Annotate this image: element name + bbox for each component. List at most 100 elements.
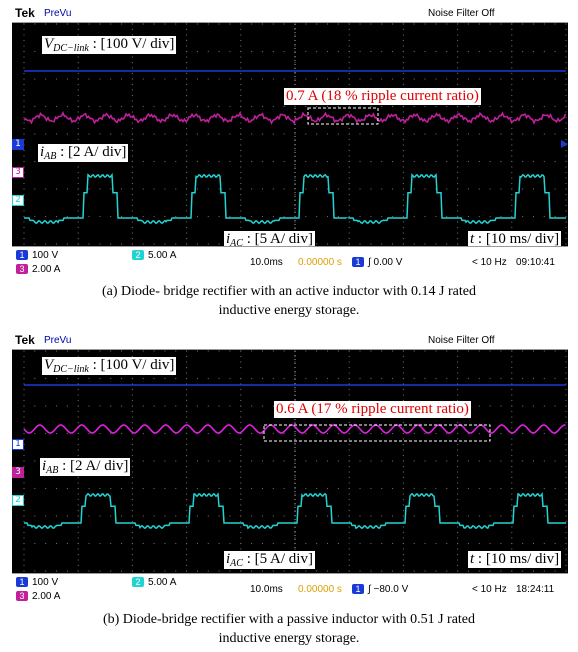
grid-dot [131, 193, 133, 196]
grid-dot [131, 476, 133, 479]
grid-dot [77, 410, 79, 413]
grid-dot [240, 410, 242, 413]
grid-dot [186, 438, 188, 440]
grid-dot [457, 471, 459, 473]
grid-dot [565, 72, 567, 75]
grid-dot [402, 28, 404, 31]
grid-dot [359, 188, 361, 190]
grid-dot [196, 570, 199, 572]
grid-dot [229, 50, 231, 53]
grid-dot [207, 432, 209, 435]
grid-dot [435, 50, 437, 53]
grid-dot [218, 542, 220, 545]
grid-dot [251, 133, 253, 135]
grid-dot [446, 377, 448, 380]
grid-dot [511, 416, 513, 418]
grid-dot [55, 570, 58, 572]
grid-dot [511, 355, 513, 358]
ch1-marker: 1 [12, 439, 24, 450]
grid-dot [489, 487, 491, 490]
grid-dot [565, 215, 567, 218]
grid-dot [55, 78, 58, 80]
grid-dot [294, 177, 296, 179]
grid-dot [23, 111, 25, 113]
grid-dot [142, 570, 144, 572]
grid-dot [554, 405, 556, 407]
grid-dot [467, 23, 470, 25]
grid-dot [565, 553, 567, 556]
grid-dot [45, 188, 47, 190]
grid-dot [565, 372, 567, 374]
iab-arrow-head [194, 443, 200, 449]
grid-dot [500, 570, 502, 572]
grid-dot [110, 78, 112, 80]
grid-dot [424, 243, 426, 245]
grid-dot [316, 160, 318, 163]
grid-dot [348, 149, 350, 152]
grid-dot [565, 221, 567, 223]
grid-dot [186, 465, 188, 468]
grid-dot [186, 559, 188, 561]
grid-dot [186, 421, 188, 424]
grid-dot [402, 116, 404, 119]
grid-dot [337, 78, 339, 80]
grid-dot [196, 133, 199, 135]
grid-dot [381, 377, 383, 380]
grid-dot [500, 350, 502, 352]
grid-dot [478, 432, 480, 435]
grid-dot [457, 526, 459, 528]
grid-dot [381, 432, 383, 435]
grid-dot [446, 78, 448, 80]
grid-dot [391, 133, 394, 135]
grid-dot [23, 564, 25, 567]
grid-dot [207, 105, 209, 108]
grid-dot [23, 116, 25, 119]
grid-dot [413, 432, 415, 435]
grid-dot [153, 377, 155, 380]
grid-dot [186, 39, 188, 42]
iac-label: iAC : [5 A/ div] [224, 551, 315, 569]
grid-dot [77, 388, 79, 391]
grid-dot [543, 78, 545, 80]
grid-dot [316, 350, 318, 352]
grid-dot [457, 559, 459, 561]
grid-dot [186, 237, 188, 240]
grid-dot [77, 105, 79, 108]
grid-dot [294, 520, 296, 523]
grid-dot [55, 377, 58, 380]
grid-dot [424, 133, 426, 135]
grid-dot [348, 471, 350, 473]
timebase: 10.0ms [250, 257, 283, 268]
grid-dot [23, 548, 25, 550]
grid-dot [457, 144, 459, 146]
grid-dot [402, 204, 404, 207]
grid-dot [348, 215, 350, 218]
grid-dot [565, 361, 567, 363]
grid-dot [186, 471, 188, 473]
grid-dot [435, 23, 437, 25]
grid-dot [175, 460, 177, 462]
grid-dot [240, 366, 242, 369]
grid-dot [240, 89, 242, 91]
grid-dot [337, 460, 339, 462]
grid-dot [565, 465, 567, 468]
grid-dot [131, 177, 133, 179]
grid-dot [218, 78, 220, 80]
grid-dot [261, 377, 264, 380]
grid-dot [175, 542, 177, 545]
grid-dot [23, 45, 25, 47]
grid-dot [348, 221, 350, 223]
grid-dot [337, 23, 339, 25]
grid-dot [478, 515, 480, 517]
grid-dot [424, 23, 426, 25]
grid-dot [391, 432, 394, 435]
grid-dot [435, 487, 437, 490]
grid-dot [457, 210, 459, 212]
grid-dot [337, 350, 339, 352]
grid-dot [500, 133, 502, 135]
grid-dot [467, 460, 470, 462]
brand-label: Tek [15, 6, 35, 20]
grid-dot [261, 23, 264, 25]
oscilloscope-screen-b: Tek PreVu Noise Filter Off 1 3 2 VDC−lin… [12, 333, 568, 607]
grid-dot [457, 78, 459, 80]
